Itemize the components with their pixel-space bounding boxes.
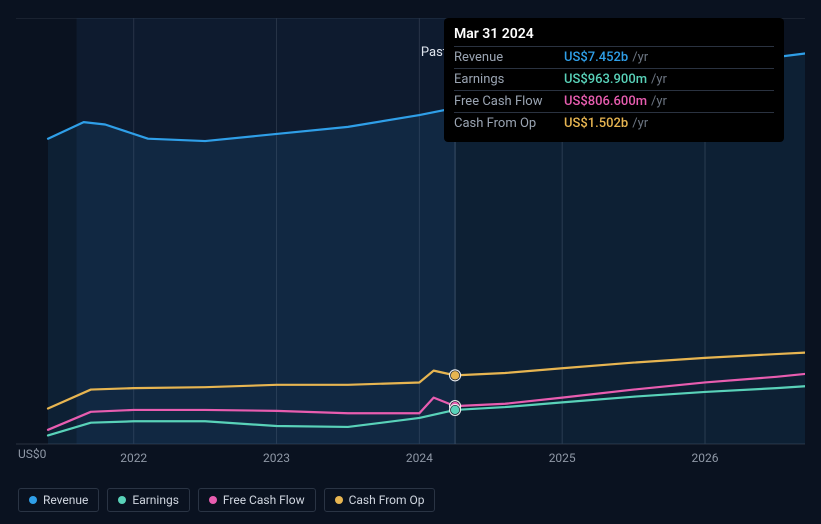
tooltip-row: Cash From OpUS$1.502b/yr <box>454 112 774 134</box>
legend-dot <box>118 496 126 504</box>
legend-dot <box>209 496 217 504</box>
legend-item[interactable]: Earnings <box>107 488 190 512</box>
tooltip-metric-value: US$7.452b <box>564 50 628 65</box>
svg-text:2023: 2023 <box>263 451 290 465</box>
svg-text:2026: 2026 <box>692 451 719 465</box>
tooltip-metric-label: Earnings <box>454 72 564 87</box>
tooltip-metric-label: Cash From Op <box>454 116 564 131</box>
legend-label: Earnings <box>132 493 179 507</box>
svg-text:2022: 2022 <box>120 451 147 465</box>
legend-dot <box>335 496 343 504</box>
tooltip-metric-label: Revenue <box>454 50 564 65</box>
tooltip-row: EarningsUS$963.900m/yr <box>454 68 774 90</box>
legend-label: Free Cash Flow <box>223 493 305 507</box>
svg-text:US$0: US$0 <box>18 447 47 461</box>
tooltip-metric-unit: /yr <box>651 94 667 109</box>
chart-legend: Revenue Earnings Free Cash Flow Cash From O… <box>18 488 435 512</box>
legend-item[interactable]: Revenue <box>18 488 99 512</box>
svg-text:2025: 2025 <box>549 451 576 465</box>
legend-label: Cash From Op <box>349 493 425 507</box>
legend-label: Revenue <box>43 493 88 507</box>
legend-dot <box>29 496 37 504</box>
tooltip-metric-value: US$963.900m <box>564 72 647 87</box>
tooltip-row: RevenueUS$7.452b/yr <box>454 46 774 68</box>
tooltip-metric-label: Free Cash Flow <box>454 94 564 109</box>
tooltip-metric-unit: /yr <box>651 72 667 87</box>
tooltip-date: Mar 31 2024 <box>454 26 774 42</box>
tooltip-metric-unit: /yr <box>632 50 648 65</box>
tooltip-metric-value: US$806.600m <box>564 94 647 109</box>
chart-tooltip: Mar 31 2024 RevenueUS$7.452b/yrEarningsU… <box>444 18 784 142</box>
tooltip-metric-unit: /yr <box>632 116 648 131</box>
tooltip-metric-value: US$1.502b <box>564 116 628 131</box>
legend-item[interactable]: Cash From Op <box>324 488 436 512</box>
legend-item[interactable]: Free Cash Flow <box>198 488 316 512</box>
svg-text:2024: 2024 <box>406 451 433 465</box>
tooltip-row: Free Cash FlowUS$806.600m/yr <box>454 90 774 112</box>
